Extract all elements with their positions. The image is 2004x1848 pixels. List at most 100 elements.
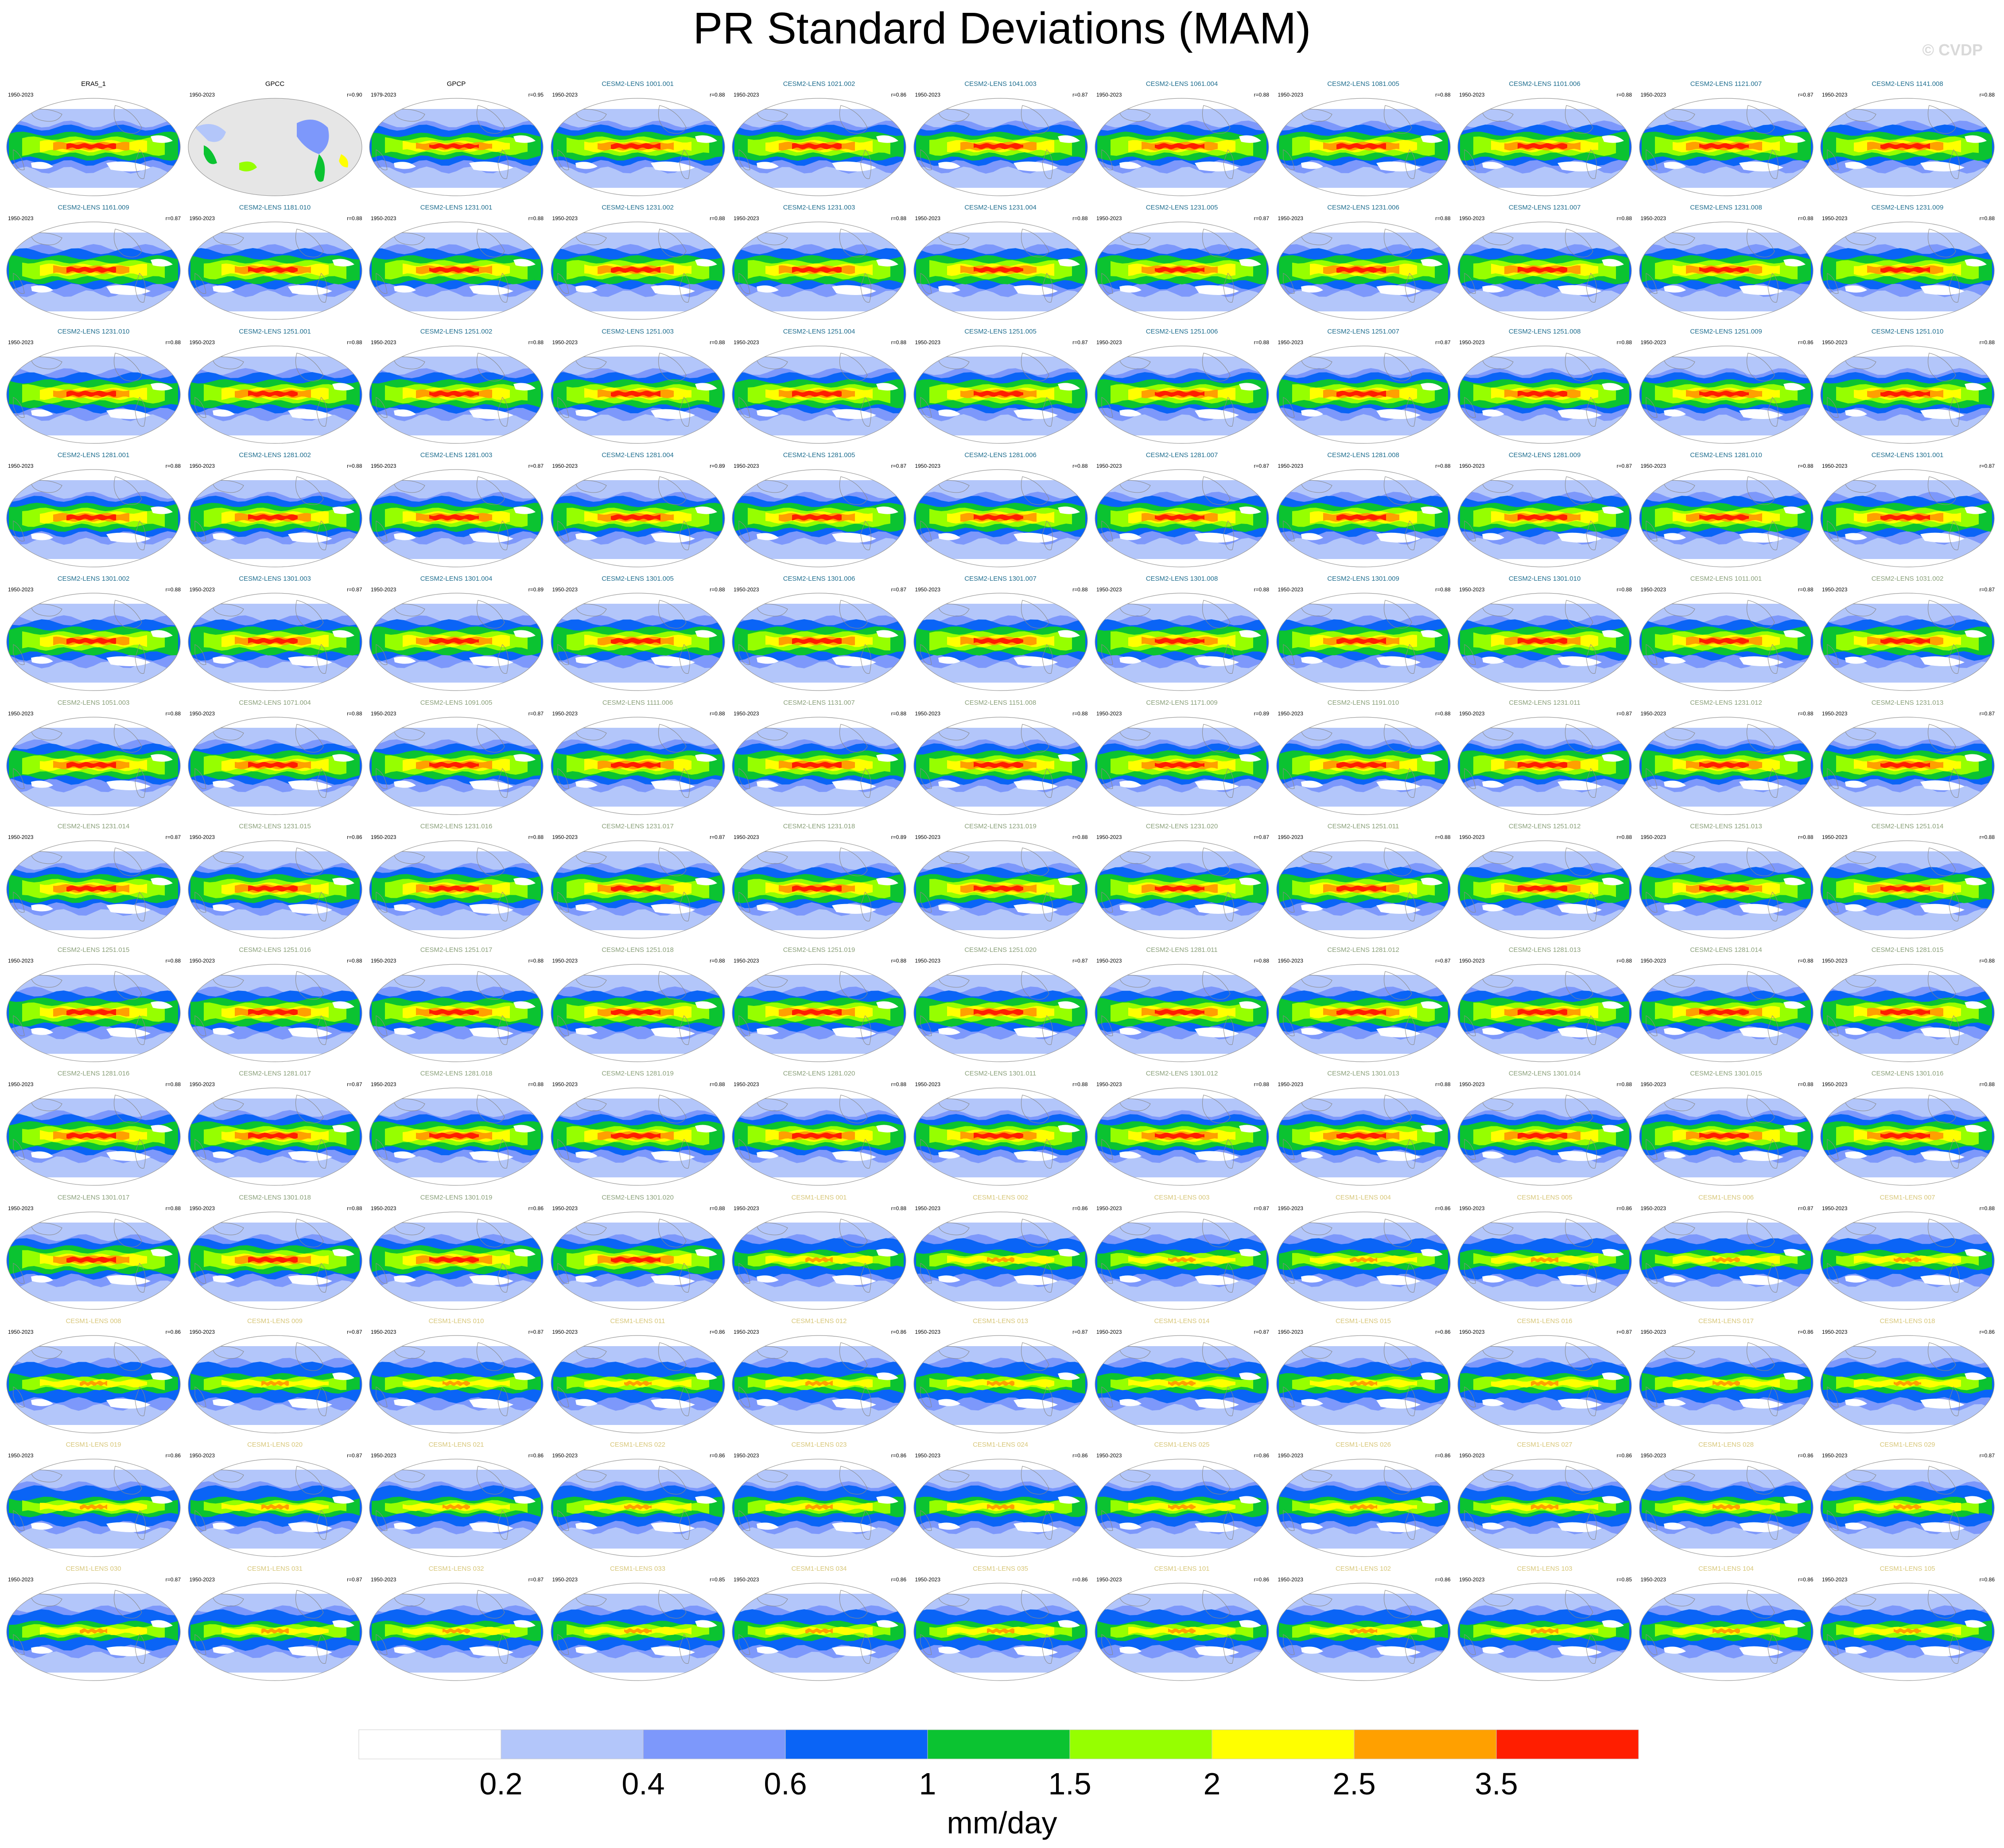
panel-years: 1950-2023 bbox=[915, 215, 940, 222]
panel-pattern-correlation: r=0.88 bbox=[1072, 710, 1088, 717]
panel-pattern-correlation: r=0.87 bbox=[165, 215, 181, 222]
panel-pattern-correlation: r=0.88 bbox=[891, 958, 906, 964]
global-map bbox=[187, 1087, 362, 1186]
map-panel: CESM2-LENS 1121.007 1950-2023 r=0.87 bbox=[1637, 78, 1815, 198]
panel-years: 1950-2023 bbox=[734, 462, 759, 469]
panel-pattern-correlation: r=0.87 bbox=[347, 1329, 362, 1335]
panel-pattern-correlation: r=0.86 bbox=[1254, 1452, 1269, 1459]
panel-title: CESM2-LENS 1281.007 bbox=[1146, 451, 1218, 459]
panel-years: 1950-2023 bbox=[1096, 92, 1122, 98]
panel-pattern-correlation: r=0.88 bbox=[347, 215, 362, 222]
panel-years: 1950-2023 bbox=[552, 339, 578, 346]
global-map bbox=[1276, 1459, 1451, 1557]
map-panel: CESM2-LENS 1251.001 1950-2023 r=0.88 bbox=[186, 326, 364, 445]
panel-title: CESM1-LENS 103 bbox=[1517, 1565, 1573, 1572]
panel-years: 1950-2023 bbox=[371, 710, 396, 717]
panel-pattern-correlation: r=0.88 bbox=[1616, 215, 1632, 222]
panel-pattern-correlation: r=0.88 bbox=[710, 92, 725, 98]
panel-title: CESM2-LENS 1041.003 bbox=[964, 80, 1037, 88]
global-map bbox=[1457, 1087, 1632, 1186]
panel-title: CESM2-LENS 1281.012 bbox=[1327, 946, 1399, 954]
panel-pattern-correlation: r=0.87 bbox=[1798, 1205, 1814, 1211]
panel-pattern-correlation: r=0.86 bbox=[528, 1452, 544, 1459]
map-panel: CESM2-LENS 1301.016 1950-2023 r=0.88 bbox=[1818, 1068, 1996, 1187]
panel-years: 1950-2023 bbox=[734, 586, 759, 593]
map-panel: CESM1-LENS 002 1950-2023 r=0.86 bbox=[912, 1192, 1090, 1311]
panel-pattern-correlation: r=0.87 bbox=[528, 710, 544, 717]
panel-pattern-correlation: r=0.86 bbox=[1979, 1329, 1995, 1335]
global-map bbox=[732, 469, 906, 567]
panel-pattern-correlation: r=0.88 bbox=[1979, 339, 1995, 346]
global-map bbox=[550, 345, 725, 444]
panel-title: CESM2-LENS 1301.015 bbox=[1690, 1070, 1762, 1078]
panel-title: CESM2-LENS 1231.009 bbox=[1871, 204, 1944, 212]
panel-pattern-correlation: r=0.88 bbox=[1254, 339, 1269, 346]
panel-title: CESM2-LENS 1101.006 bbox=[1509, 80, 1581, 88]
map-panel: CESM2-LENS 1281.018 1950-2023 r=0.88 bbox=[367, 1068, 545, 1187]
panel-title: CESM2-LENS 1281.020 bbox=[783, 1070, 855, 1078]
panel-title: CESM1-LENS 008 bbox=[66, 1317, 121, 1325]
global-map bbox=[550, 221, 725, 320]
global-map bbox=[913, 98, 1088, 196]
panel-pattern-correlation: r=0.87 bbox=[1798, 92, 1814, 98]
panel-pattern-correlation: r=0.87 bbox=[528, 1329, 544, 1335]
map-panel: CESM2-LENS 1151.008 1950-2023 r=0.88 bbox=[912, 697, 1090, 816]
panel-title: CESM1-LENS 030 bbox=[66, 1565, 121, 1572]
panel-title: CESM2-LENS 1251.006 bbox=[1146, 327, 1218, 335]
panel-title: CESM2-LENS 1301.012 bbox=[1146, 1070, 1218, 1078]
map-panel: CESM2-LENS 1301.004 1950-2023 r=0.89 bbox=[367, 573, 545, 692]
map-panel: CESM2-LENS 1171.009 1950-2023 r=0.89 bbox=[1093, 697, 1271, 816]
panel-years: 1950-2023 bbox=[1278, 958, 1303, 964]
panel-years: 1950-2023 bbox=[1278, 834, 1303, 840]
panel-pattern-correlation: r=0.88 bbox=[1979, 834, 1995, 840]
panel-pattern-correlation: r=0.88 bbox=[165, 1205, 181, 1211]
global-map bbox=[1639, 98, 1814, 196]
panel-title: CESM1-LENS 004 bbox=[1335, 1193, 1391, 1201]
map-panel: CESM1-LENS 021 1950-2023 r=0.86 bbox=[367, 1439, 545, 1558]
panel-title: CESM1-LENS 104 bbox=[1698, 1565, 1754, 1572]
panel-pattern-correlation: r=0.89 bbox=[710, 462, 725, 469]
global-map bbox=[732, 1087, 906, 1186]
panel-years: 1950-2023 bbox=[1459, 92, 1485, 98]
global-map bbox=[1457, 469, 1632, 567]
panel-title: CESM2-LENS 1061.004 bbox=[1146, 80, 1218, 88]
panel-years: 1950-2023 bbox=[8, 1329, 34, 1335]
panel-pattern-correlation: r=0.86 bbox=[1254, 1576, 1269, 1583]
global-map bbox=[369, 221, 544, 320]
global-map bbox=[187, 1459, 362, 1557]
panel-title: CESM2-LENS 1251.009 bbox=[1690, 327, 1762, 335]
global-map bbox=[550, 1087, 725, 1186]
panel-title: CESM1-LENS 022 bbox=[610, 1441, 666, 1449]
global-map bbox=[1095, 98, 1269, 196]
panel-title: CESM2-LENS 1231.008 bbox=[1690, 204, 1762, 212]
panel-years: 1950-2023 bbox=[552, 1329, 578, 1335]
global-map bbox=[732, 840, 906, 939]
colorbar-swatch bbox=[1212, 1729, 1355, 1759]
panel-pattern-correlation: r=0.88 bbox=[1798, 710, 1814, 717]
global-map bbox=[550, 1335, 725, 1433]
global-map bbox=[913, 345, 1088, 444]
panel-years: 1950-2023 bbox=[1459, 1329, 1485, 1335]
panel-years: 1950-2023 bbox=[8, 462, 34, 469]
global-map bbox=[1639, 469, 1814, 567]
map-panel: CESM1-LENS 032 1950-2023 r=0.87 bbox=[367, 1563, 545, 1682]
map-panel: CESM1-LENS 035 1950-2023 r=0.86 bbox=[912, 1563, 1090, 1682]
panel-pattern-correlation: r=0.87 bbox=[347, 1452, 362, 1459]
map-panel: CESM1-LENS 025 1950-2023 r=0.86 bbox=[1093, 1439, 1271, 1558]
map-panel: CESM2-LENS 1251.010 1950-2023 r=0.88 bbox=[1818, 326, 1996, 445]
map-panel: CESM1-LENS 023 1950-2023 r=0.86 bbox=[730, 1439, 908, 1558]
panel-title: CESM2-LENS 1301.002 bbox=[57, 575, 130, 583]
map-panel: CESM2-LENS 1231.017 1950-2023 r=0.87 bbox=[549, 820, 727, 940]
colorbar-swatch bbox=[785, 1729, 928, 1759]
panel-pattern-correlation: r=0.86 bbox=[1435, 1452, 1451, 1459]
panel-years: 1950-2023 bbox=[8, 215, 34, 222]
panel-title: CESM2-LENS 1131.007 bbox=[783, 699, 855, 707]
panel-years: 1950-2023 bbox=[1096, 1081, 1122, 1088]
global-map bbox=[1820, 1211, 1995, 1310]
panel-years: 1950-2023 bbox=[1096, 339, 1122, 346]
panel-years: 1950-2023 bbox=[371, 1205, 396, 1211]
global-map bbox=[732, 593, 906, 691]
global-map bbox=[369, 1335, 544, 1433]
map-panel: CESM1-LENS 015 1950-2023 r=0.86 bbox=[1274, 1315, 1453, 1435]
global-map bbox=[550, 98, 725, 196]
